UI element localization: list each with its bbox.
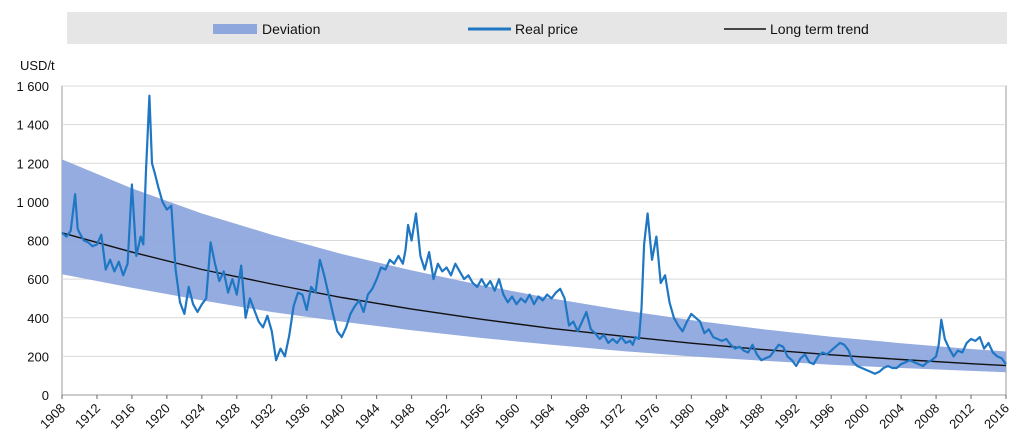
x-tick-label: 1928 bbox=[212, 401, 243, 432]
x-tick-label: 1932 bbox=[247, 401, 278, 432]
y-tick-label: 0 bbox=[42, 388, 49, 403]
x-tick-label: 1936 bbox=[282, 401, 313, 432]
legend-swatch-deviation bbox=[213, 24, 257, 34]
legend: Deviation Real price Long term trend bbox=[67, 12, 1007, 44]
x-tick-label: 1940 bbox=[317, 401, 348, 432]
legend-label-long-term-trend: Long term trend bbox=[770, 21, 869, 37]
x-axis: 1908 1912 1916 1920 1924 1928 1932 1936 1940 1944… bbox=[37, 395, 1012, 432]
x-tick-label: 1984 bbox=[701, 401, 732, 432]
x-tick-label: 1964 bbox=[527, 401, 558, 432]
x-tick-label: 1996 bbox=[806, 401, 837, 432]
x-tick-label: 1920 bbox=[142, 401, 173, 432]
x-tick-label: 1924 bbox=[177, 401, 208, 432]
y-tick-label: 1 600 bbox=[16, 79, 49, 94]
x-tick-label: 2004 bbox=[876, 401, 907, 432]
y-tick-label: 1 200 bbox=[16, 156, 49, 171]
x-tick-label: 1916 bbox=[107, 401, 138, 432]
y-tick-label: 600 bbox=[27, 272, 49, 287]
y-tick-label: 1 400 bbox=[16, 118, 49, 133]
real-price-line bbox=[61, 94, 1007, 375]
x-tick-label: 1988 bbox=[736, 401, 767, 432]
x-tick-label: 2000 bbox=[841, 401, 872, 432]
x-tick-label: 1968 bbox=[562, 401, 593, 432]
y-axis-unit-label: USD/t bbox=[20, 58, 55, 73]
legend-label-real-price: Real price bbox=[515, 21, 578, 37]
x-tick-label: 1944 bbox=[352, 401, 383, 432]
x-tick-label: 1912 bbox=[72, 401, 103, 432]
x-tick-label: 1972 bbox=[596, 401, 627, 432]
x-tick-label: 1948 bbox=[387, 401, 418, 432]
x-tick-label: 1976 bbox=[631, 401, 662, 432]
x-tick-label: 1956 bbox=[457, 401, 488, 432]
legend-item-real-price: Real price bbox=[468, 21, 578, 37]
x-tick-label: 2012 bbox=[946, 401, 977, 432]
x-tick-label: 1980 bbox=[666, 401, 697, 432]
x-tick-label: 1992 bbox=[771, 401, 802, 432]
x-tick-label: 1960 bbox=[492, 401, 523, 432]
x-tick-label: 2008 bbox=[911, 401, 942, 432]
y-axis: 0 200 400 600 800 1 000 1 200 1 400 1 600 bbox=[16, 79, 49, 403]
y-tick-label: 400 bbox=[27, 311, 49, 326]
y-tick-label: 1 000 bbox=[16, 195, 49, 210]
y-tick-label: 200 bbox=[27, 349, 49, 364]
legend-item-long-term-trend: Long term trend bbox=[724, 21, 869, 37]
x-tick-label: 1952 bbox=[422, 401, 453, 432]
deviation-band-layer bbox=[62, 159, 1006, 373]
legend-label-deviation: Deviation bbox=[262, 21, 320, 37]
deviation-band bbox=[62, 159, 1006, 373]
legend-item-deviation: Deviation bbox=[213, 21, 320, 37]
x-tick-label: 2016 bbox=[981, 401, 1012, 432]
y-tick-label: 800 bbox=[27, 234, 49, 249]
x-tick-label: 1908 bbox=[37, 401, 68, 432]
price-line-layer bbox=[61, 94, 1007, 375]
